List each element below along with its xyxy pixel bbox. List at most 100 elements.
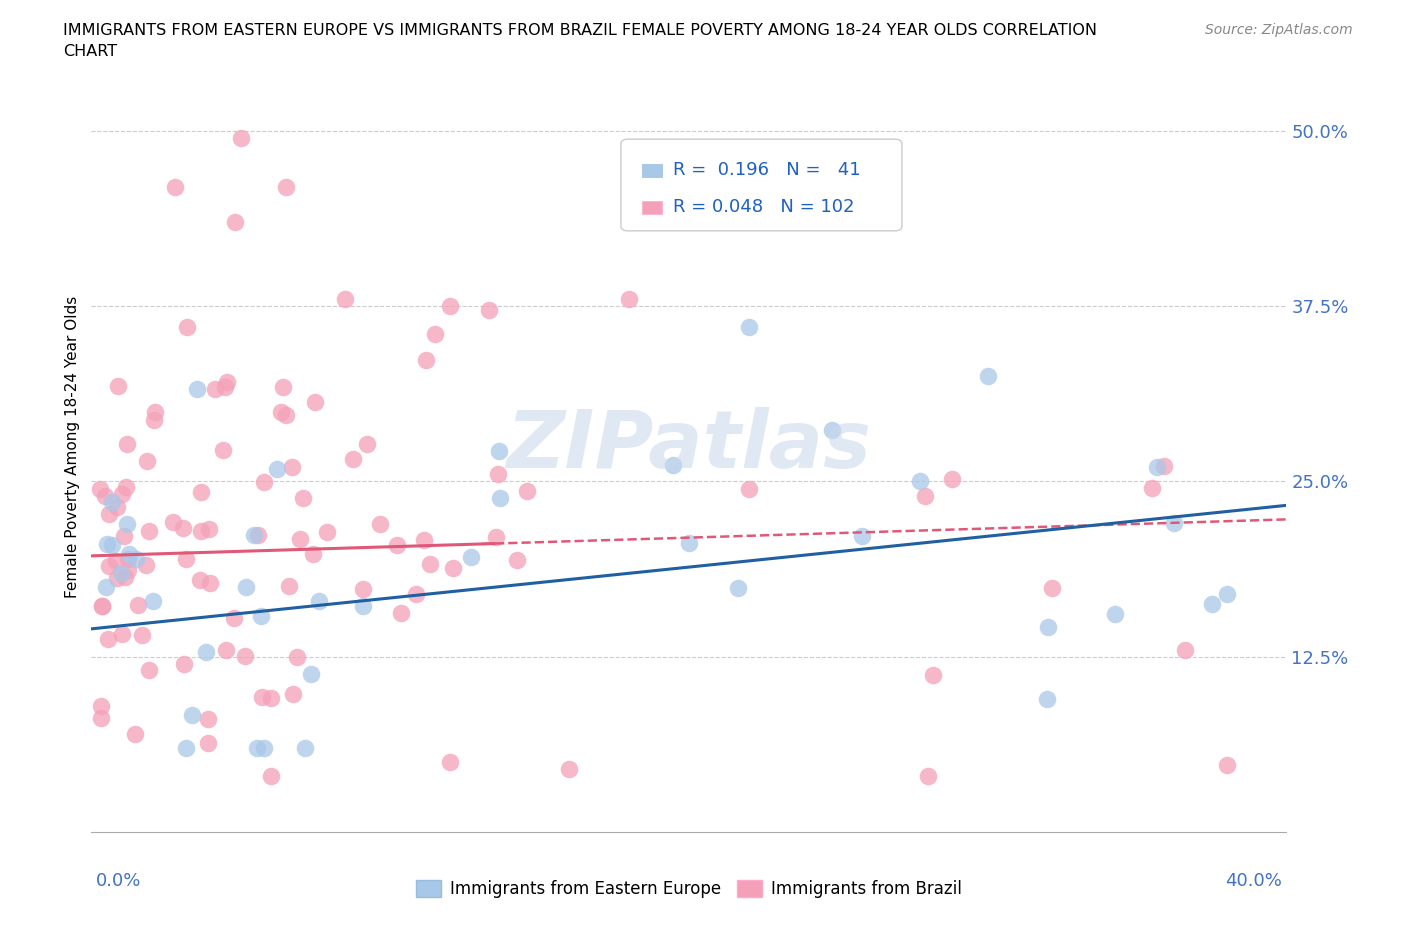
Point (1036, 619, 1059, 634)
Point (194, 644, 217, 659)
Point (115, 436, 138, 451)
Text: IMMIGRANTS FROM EASTERN EUROPE VS IMMIGRANTS FROM BRAZIL FEMALE POVERTY AMONG 18: IMMIGRANTS FROM EASTERN EUROPE VS IMMIGR… (63, 23, 1097, 38)
Point (131, 628, 153, 643)
Point (439, 299, 461, 313)
Point (105, 553, 128, 568)
Text: R = 0.048   N = 102: R = 0.048 N = 102 (673, 198, 855, 217)
Point (96, 537, 118, 551)
Point (352, 582, 374, 597)
Point (460, 550, 482, 565)
Point (405, 586, 427, 601)
Point (342, 451, 364, 466)
Point (253, 474, 276, 489)
Point (558, 762, 581, 777)
Point (1146, 459, 1168, 474)
Point (246, 740, 269, 755)
Point (922, 668, 945, 683)
Point (118, 546, 141, 561)
Point (229, 130, 252, 145)
Point (477, 303, 499, 318)
Point (110, 565, 132, 580)
Point (259, 769, 281, 784)
Legend: Immigrants from Eastern Europe, Immigrants from Brazil: Immigrants from Eastern Europe, Immigran… (409, 873, 969, 905)
Point (662, 457, 685, 472)
Point (356, 437, 378, 452)
Point (111, 486, 134, 501)
Point (91, 599, 114, 614)
Point (138, 663, 160, 678)
Point (181, 708, 204, 723)
Point (274, 179, 297, 194)
Point (96, 579, 118, 594)
Point (294, 740, 316, 755)
Point (89, 482, 111, 497)
Point (1153, 459, 1175, 474)
Point (290, 532, 312, 547)
Point (98, 507, 121, 522)
Point (292, 490, 315, 505)
Point (135, 558, 157, 573)
Point (204, 382, 226, 397)
Point (107, 499, 129, 514)
Point (174, 740, 197, 755)
Point (941, 472, 963, 486)
Point (316, 525, 339, 539)
Point (162, 514, 184, 529)
Point (97, 631, 120, 646)
Point (516, 484, 538, 498)
Point (266, 461, 288, 476)
Point (215, 643, 238, 658)
Point (143, 405, 166, 419)
Point (111, 626, 134, 641)
Point (276, 408, 298, 423)
Point (101, 495, 124, 510)
Point (173, 521, 195, 536)
Point (439, 755, 461, 770)
Text: Source: ZipAtlas.com: Source: ZipAtlas.com (1205, 23, 1353, 37)
Point (488, 444, 510, 458)
Point (270, 405, 292, 419)
Point (174, 551, 197, 566)
Text: CHART: CHART (63, 44, 117, 59)
Point (163, 179, 186, 194)
Point (176, 320, 198, 335)
Point (419, 556, 441, 571)
Point (94, 488, 117, 503)
Text: ZIPatlas: ZIPatlas (506, 407, 872, 485)
Point (190, 523, 212, 538)
Point (423, 326, 446, 341)
Point (124, 727, 146, 742)
Point (389, 606, 412, 621)
Point (142, 594, 165, 609)
Point (851, 528, 873, 543)
Point (224, 610, 246, 625)
Point (287, 650, 309, 665)
Point (260, 691, 283, 706)
Point (412, 533, 434, 548)
Point (188, 573, 211, 588)
Point (186, 381, 208, 396)
Point (98, 558, 121, 573)
Point (352, 599, 374, 614)
Point (142, 412, 165, 427)
Point (387, 538, 409, 552)
Point (211, 443, 233, 458)
Text: R =  0.196   N =   41: R = 0.196 N = 41 (673, 161, 860, 179)
Point (101, 538, 124, 552)
Point (214, 379, 236, 394)
Point (117, 551, 139, 566)
Point (117, 563, 139, 578)
Point (737, 481, 759, 496)
Point (368, 516, 391, 531)
Point (1216, 758, 1239, 773)
Point (198, 522, 221, 537)
Point (1040, 580, 1063, 595)
Point (278, 578, 301, 593)
Point (308, 593, 330, 608)
Point (976, 369, 998, 384)
Point (1036, 692, 1059, 707)
Point (252, 740, 274, 755)
Point (190, 485, 212, 499)
Point (1163, 516, 1185, 531)
Point (138, 524, 160, 538)
